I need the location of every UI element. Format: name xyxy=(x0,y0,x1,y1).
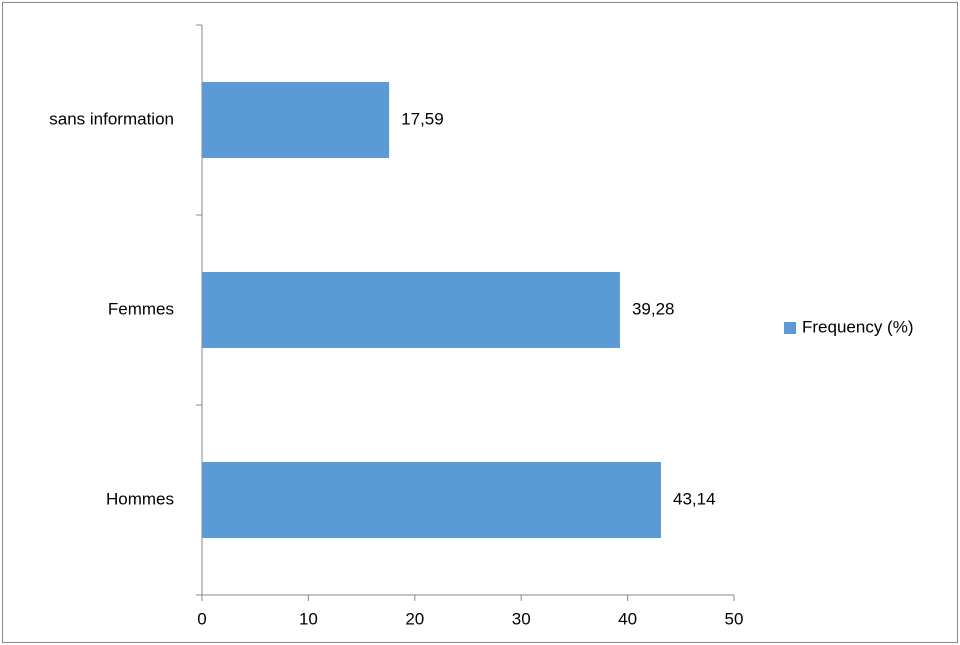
bar xyxy=(202,272,620,348)
y-tick-label: Hommes xyxy=(106,489,174,508)
value-label: 17,59 xyxy=(401,109,444,128)
x-tick-label: 0 xyxy=(197,609,206,628)
value-label: 39,28 xyxy=(632,299,675,318)
x-tick-label: 10 xyxy=(299,609,318,628)
y-tick-label: sans information xyxy=(49,109,174,128)
x-tick-label: 30 xyxy=(512,609,531,628)
x-tick-label: 20 xyxy=(405,609,424,628)
x-tick-label: 50 xyxy=(725,609,744,628)
bar xyxy=(202,462,662,538)
legend-swatch xyxy=(784,322,796,334)
legend-label: Frequency (%) xyxy=(802,317,913,336)
bar xyxy=(202,82,390,158)
x-tick-label: 40 xyxy=(618,609,637,628)
y-tick-label: Femmes xyxy=(108,299,174,318)
value-label: 43,14 xyxy=(673,489,716,508)
